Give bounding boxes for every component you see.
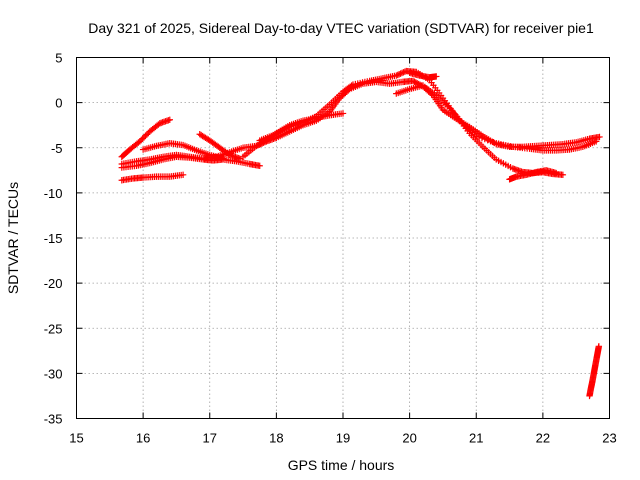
series-track-a [118,116,173,160]
x-tick-label: 19 [336,431,350,446]
x-tick-label: 23 [602,431,616,446]
gridlines [76,57,610,419]
series-track-f [196,131,243,162]
data-point-interp [487,137,494,145]
y-tick-label: -35 [44,412,63,427]
data-point [219,155,227,162]
y-tick-label: 5 [55,51,62,66]
data-point [473,132,480,140]
series-track-e [139,140,227,162]
data-point [559,171,567,179]
series-track-b [118,77,603,168]
data-point-interp [481,135,489,143]
data-point-interp [490,139,497,146]
y-tick-label: -30 [44,366,63,381]
data-point [553,169,560,177]
x-tick-label: 21 [469,431,483,446]
y-tick-label: -15 [44,231,63,246]
data-point-interp [397,70,404,77]
data-point-interp [142,132,149,139]
data-point-interp [475,133,483,141]
data-marks [118,67,603,400]
data-point-interp [484,136,491,144]
x-tick-labels: 15 16 17 18 19 20 21 22 23 [69,431,616,446]
y-axis-label: SDTVAR / TECUs [5,182,21,294]
series-track-l [586,343,603,400]
y-tick-label: -10 [44,186,63,201]
data-point [236,155,243,162]
data-point-interp [140,133,148,141]
x-axis-label: GPS time / hours [288,457,395,473]
data-point [592,138,600,145]
series-track-h [256,67,567,179]
series-track-j [406,69,440,81]
chart-title: Day 321 of 2025, Sidereal Day-to-day VTE… [88,20,594,36]
data-point-interp [400,69,407,76]
series-track-d [118,171,187,184]
data-point-interp [138,136,145,144]
data-point [256,162,263,169]
y-tick-label: 0 [55,96,62,111]
data-point [166,116,173,123]
x-tick-label: 15 [69,431,83,446]
data-point-interp [139,135,146,142]
data-point-interp [394,71,401,79]
data-point-interp [348,82,355,89]
data-point-interp [395,71,403,78]
data-point [433,73,440,80]
series-track-i [393,82,600,154]
x-tick-label: 18 [269,431,283,446]
axis-ticks [76,57,610,419]
data-point [339,110,347,117]
series-track-c [118,153,263,171]
x-tick-label: 17 [203,431,217,446]
x-tick-label: 22 [536,431,550,446]
y-tick-label: -25 [44,321,63,336]
data-point [179,171,187,179]
x-tick-label: 16 [136,431,150,446]
data-point [596,133,603,141]
x-tick-label: 20 [402,431,416,446]
y-tick-label: -5 [51,141,63,156]
y-tick-label: -20 [44,276,63,291]
data-point-interp [143,131,151,138]
series-track-g [239,110,347,160]
y-tick-labels: 5 0 -5 -10 -15 -20 -25 -30 -35 [44,51,63,427]
data-point [595,343,603,350]
series-track-k [506,167,560,183]
data-point [393,72,400,79]
data-point [136,138,143,145]
data-point-interp [398,69,406,77]
data-point-interp [478,134,486,142]
